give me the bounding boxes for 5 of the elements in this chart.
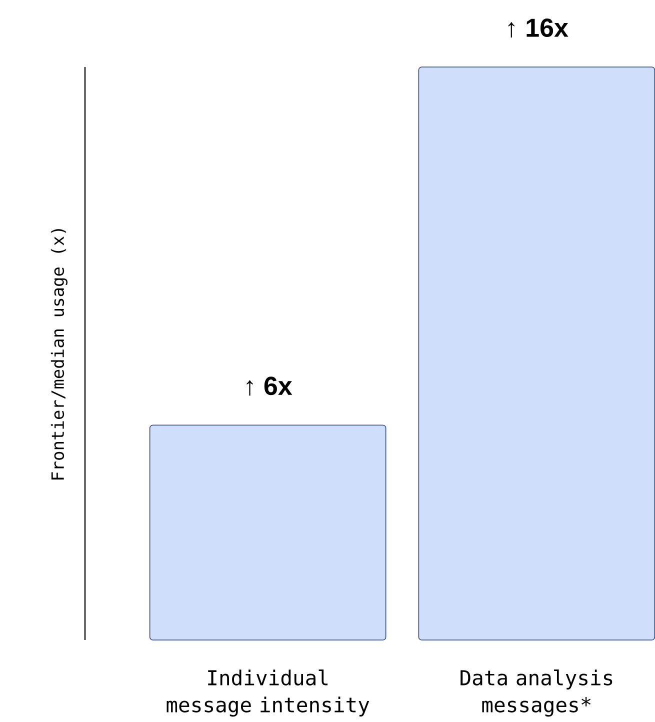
x-tick-label: Individual message intensity [166, 670, 370, 717]
data-label: ↑ 16x [508, 18, 568, 38]
x-tick-label: Data analysis messages* [460, 670, 612, 717]
data-label: ↑ 6x [246, 376, 292, 396]
y-axis-title: Frontier/median usage (x) [50, 229, 68, 480]
